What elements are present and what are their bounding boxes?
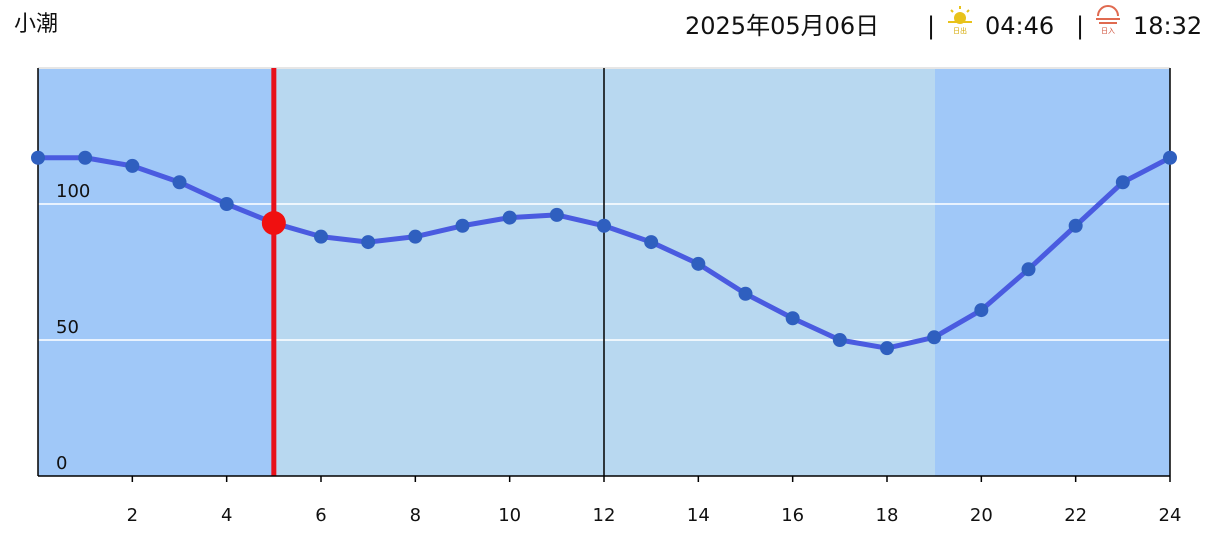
x-tick-label: 10 [498,505,521,526]
current-point [261,211,286,236]
point [408,229,423,244]
point [974,303,989,318]
point [549,207,564,222]
sunrise-time: 04:46 [985,12,1054,40]
point [361,235,376,250]
x-tick-label: 16 [781,505,804,526]
point [219,197,234,211]
x-tick-label: 18 [876,505,899,526]
point [455,218,470,233]
point [597,218,611,233]
x-tick-label: 22 [1064,505,1087,526]
point [785,311,800,326]
point [78,150,93,165]
tide-name: 小潮 [14,12,58,37]
point [644,235,659,250]
x-tick-label: 4 [221,505,232,526]
night-shade [935,68,1170,476]
x-tick-label: 6 [315,505,326,526]
point [1021,262,1036,277]
x-tick-label: 2 [127,505,138,526]
x-tick-label: 20 [970,505,993,526]
point [125,158,140,173]
y-tick-label: 0 [56,453,67,474]
point [927,330,942,345]
night-shade [38,68,274,476]
point [880,341,894,356]
sunset-icon: 日入 [1096,5,1120,35]
sunrise-label: 日出 [953,26,967,35]
point [738,286,753,301]
y-tick-label: 50 [56,317,79,338]
point [31,150,45,165]
point [832,333,847,347]
y-tick-label: 100 [56,181,90,202]
x-tick-label: 14 [687,505,710,526]
x-tick-label: 8 [410,505,421,526]
sunset-time: 18:32 [1133,12,1202,40]
separator: | [1076,12,1084,40]
point [172,175,187,190]
sunset-label: 日入 [1101,27,1115,35]
separator: | [927,12,935,40]
x-tick-label: 12 [593,505,616,526]
point [691,256,706,271]
sunrise-icon: 日出 [948,6,972,35]
point [502,210,517,225]
point [1115,175,1130,190]
date: 2025年05月06日 [685,12,879,40]
point [1068,218,1083,233]
point [314,229,328,244]
point [1163,150,1177,165]
x-tick-label: 24 [1159,505,1182,526]
